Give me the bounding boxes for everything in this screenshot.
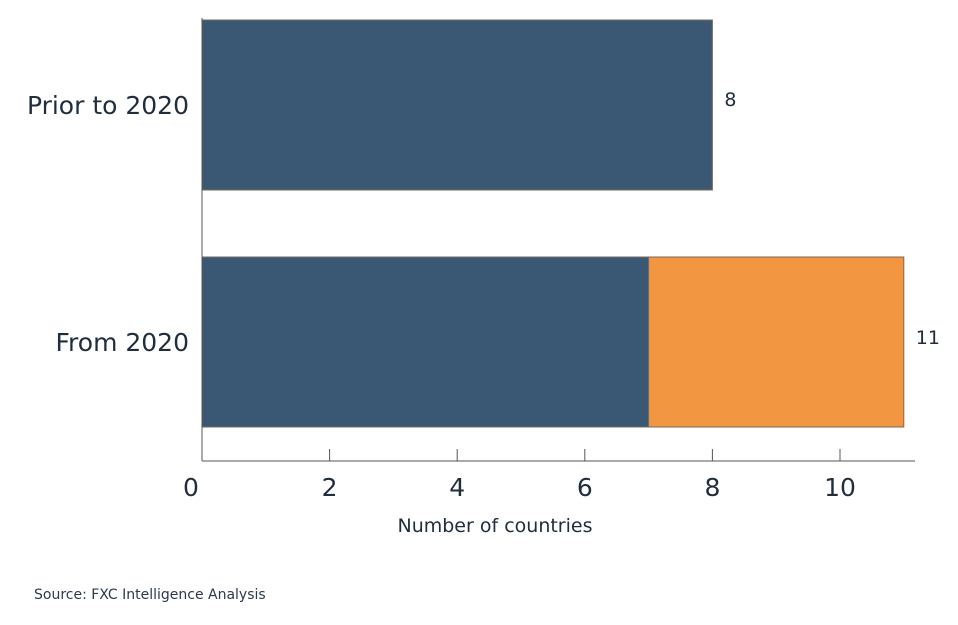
- x-tick-label: 6: [577, 473, 593, 502]
- x-tick-label: 10: [824, 473, 856, 502]
- bar-segment: [201, 256, 650, 428]
- bar-segment: [648, 256, 905, 428]
- chart-container: Prior to 2020 8 From 2020 11 0 2 4 6 8 10 Number o…: [27, 18, 940, 537]
- source-note: Source: FXC Intelligence Analysis: [34, 587, 266, 603]
- x-tick-label: 4: [449, 473, 465, 502]
- bar-chart: Prior to 2020 8 From 2020 11 0 2 4 6 8 10 Number o…: [27, 18, 940, 537]
- x-axis-title: Number of countries: [397, 515, 592, 537]
- data-label: 11: [916, 327, 940, 349]
- x-tick-label: 2: [322, 473, 338, 502]
- x-tick-label: 0: [183, 473, 199, 502]
- data-label: 8: [724, 89, 736, 111]
- category-label: Prior to 2020: [27, 91, 189, 120]
- bar-segment: [201, 19, 713, 191]
- category-label: From 2020: [55, 328, 189, 357]
- x-tick-label: 8: [704, 473, 720, 502]
